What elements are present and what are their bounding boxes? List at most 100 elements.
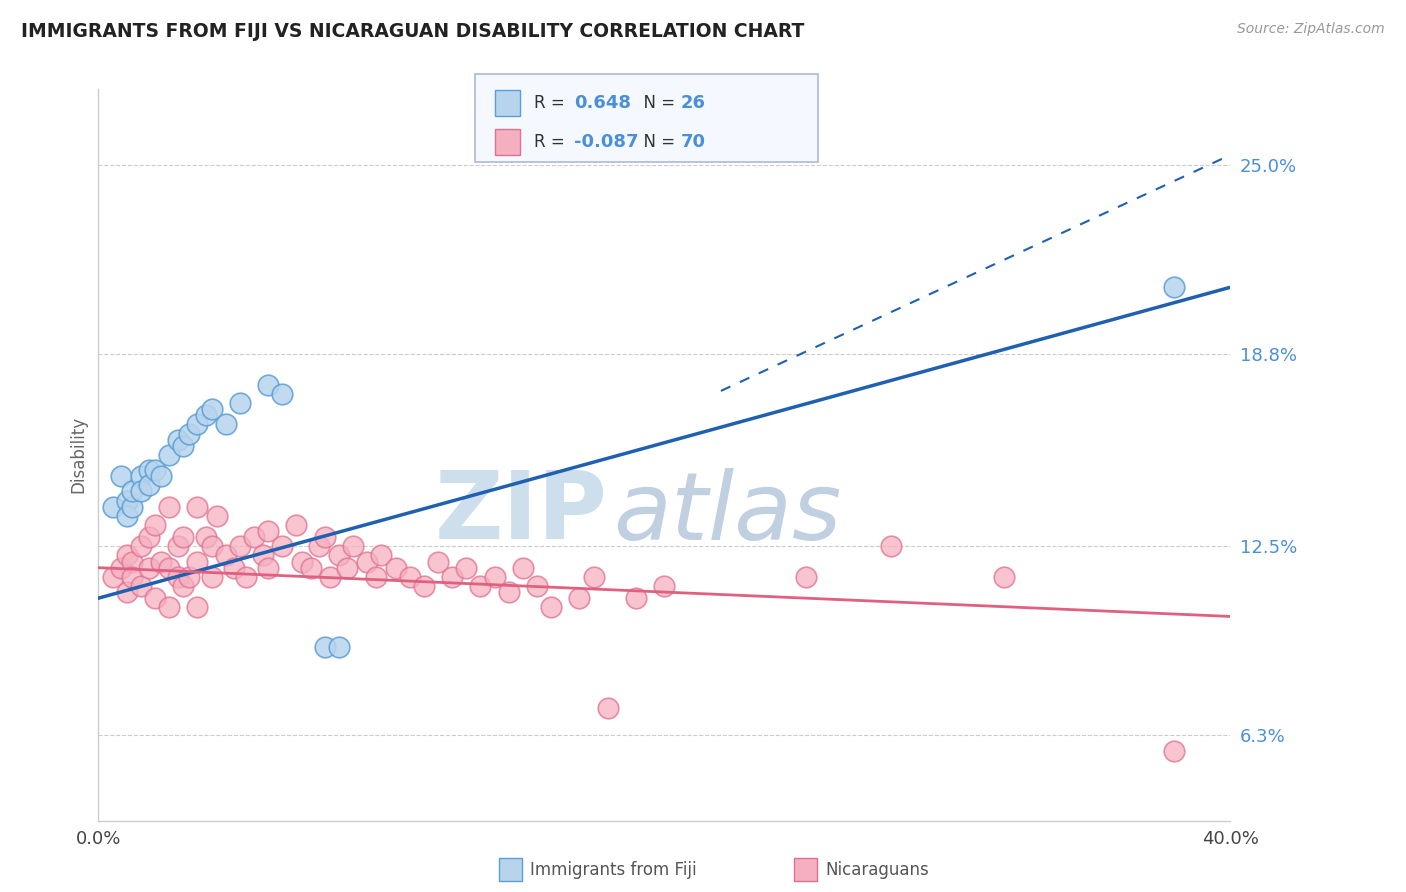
Point xyxy=(456,560,478,574)
Point xyxy=(115,549,138,563)
Point xyxy=(271,539,294,553)
Text: N =: N = xyxy=(633,133,681,151)
Point xyxy=(143,518,166,533)
Point xyxy=(138,530,160,544)
Point xyxy=(224,560,246,574)
Point xyxy=(172,579,194,593)
Point xyxy=(880,539,903,553)
Point xyxy=(328,549,350,563)
Point xyxy=(271,387,294,401)
Point xyxy=(166,539,188,553)
Point xyxy=(215,549,238,563)
Text: R =: R = xyxy=(534,133,571,151)
Point xyxy=(993,570,1015,584)
Point xyxy=(157,448,180,462)
Point xyxy=(172,530,194,544)
Point xyxy=(252,549,274,563)
Point xyxy=(157,500,180,514)
Point xyxy=(143,591,166,606)
Point xyxy=(291,555,314,569)
Point xyxy=(257,560,280,574)
Point xyxy=(441,570,464,584)
Point xyxy=(149,555,172,569)
Point xyxy=(101,500,124,514)
Point xyxy=(235,570,257,584)
Point xyxy=(652,579,676,593)
Point xyxy=(110,560,132,574)
Point xyxy=(285,518,308,533)
Point xyxy=(257,524,280,538)
Point xyxy=(314,530,336,544)
Text: 26: 26 xyxy=(681,94,706,112)
Point xyxy=(1163,280,1185,294)
Text: atlas: atlas xyxy=(613,468,842,559)
Point xyxy=(129,579,152,593)
Point xyxy=(115,493,138,508)
Text: Source: ZipAtlas.com: Source: ZipAtlas.com xyxy=(1237,22,1385,37)
Point xyxy=(157,560,180,574)
Point xyxy=(121,570,143,584)
Point xyxy=(526,579,548,593)
Point xyxy=(115,585,138,599)
Point xyxy=(794,570,817,584)
Text: IMMIGRANTS FROM FIJI VS NICARAGUAN DISABILITY CORRELATION CHART: IMMIGRANTS FROM FIJI VS NICARAGUAN DISAB… xyxy=(21,22,804,41)
Point xyxy=(370,549,392,563)
Point xyxy=(166,570,188,584)
Point xyxy=(186,417,208,432)
Point xyxy=(229,539,252,553)
Point xyxy=(186,500,208,514)
Point xyxy=(257,377,280,392)
Point xyxy=(1163,743,1185,757)
Point xyxy=(149,469,172,483)
Text: ZIP: ZIP xyxy=(434,467,607,559)
Point xyxy=(194,530,217,544)
Point xyxy=(299,560,322,574)
Point xyxy=(215,417,238,432)
Point xyxy=(498,585,520,599)
Point xyxy=(201,570,224,584)
Point xyxy=(138,463,160,477)
Point xyxy=(157,600,180,615)
Point xyxy=(143,463,166,477)
Point xyxy=(138,478,160,492)
Point xyxy=(356,555,378,569)
Point xyxy=(470,579,492,593)
Text: R =: R = xyxy=(534,94,571,112)
Text: 0.648: 0.648 xyxy=(574,94,631,112)
Point xyxy=(364,570,387,584)
Y-axis label: Disability: Disability xyxy=(69,417,87,493)
Point xyxy=(336,560,359,574)
Point xyxy=(177,570,200,584)
Point xyxy=(166,433,188,447)
Text: Immigrants from Fiji: Immigrants from Fiji xyxy=(530,861,697,879)
Point xyxy=(314,640,336,654)
Text: Nicaraguans: Nicaraguans xyxy=(825,861,929,879)
Point xyxy=(568,591,591,606)
Point xyxy=(101,570,124,584)
Point xyxy=(172,439,194,453)
Point xyxy=(342,539,364,553)
Text: 70: 70 xyxy=(681,133,706,151)
Point xyxy=(243,530,266,544)
Point xyxy=(582,570,605,584)
Point xyxy=(177,426,200,441)
Point xyxy=(319,570,342,584)
Point xyxy=(186,555,208,569)
Point xyxy=(328,640,350,654)
Point xyxy=(596,701,619,715)
Point xyxy=(201,402,224,417)
Point xyxy=(427,555,450,569)
Point xyxy=(384,560,406,574)
Point xyxy=(229,396,252,410)
Point xyxy=(129,539,152,553)
Point xyxy=(398,570,420,584)
Point xyxy=(540,600,562,615)
Point xyxy=(121,484,143,499)
Point xyxy=(110,469,132,483)
Point xyxy=(115,508,138,523)
Point xyxy=(138,560,160,574)
Point xyxy=(186,600,208,615)
Text: -0.087: -0.087 xyxy=(574,133,638,151)
Point xyxy=(624,591,647,606)
Point xyxy=(512,560,534,574)
